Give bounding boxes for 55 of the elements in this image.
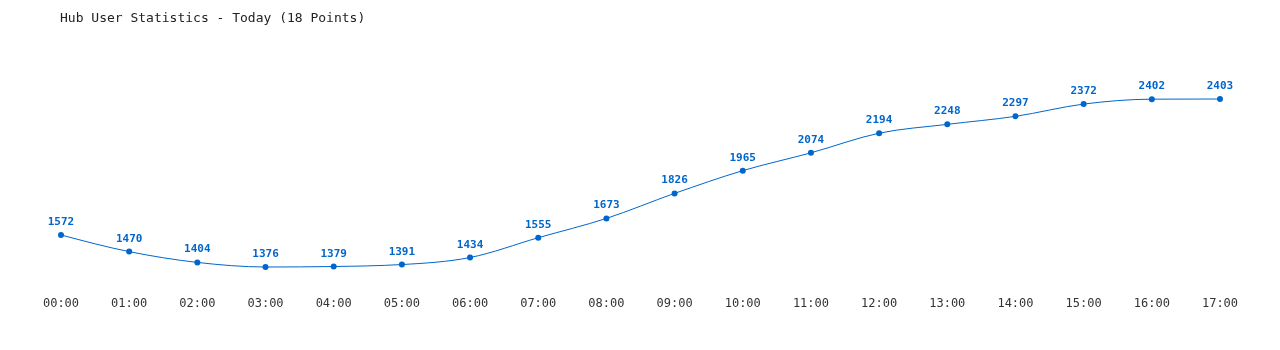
x-tick-label: 16:00 <box>1133 296 1170 310</box>
point <box>1217 96 1223 102</box>
data-label: 2074 <box>797 132 825 146</box>
x-tick-label: 11:00 <box>792 296 829 310</box>
point <box>944 121 951 128</box>
data-label: 1826 <box>661 173 689 187</box>
x-tick-label: 05:00 <box>383 296 420 310</box>
x-tick-label: 09:00 <box>656 296 693 310</box>
data-label: 1434 <box>456 237 484 251</box>
x-tick-label: 15:00 <box>1065 296 1102 310</box>
point <box>194 259 201 266</box>
x-tick-label: 10:00 <box>724 296 761 310</box>
point <box>1080 101 1087 108</box>
x-tick-label: 12:00 <box>861 296 898 310</box>
x-tick-label: 01:00 <box>111 296 148 310</box>
x-tick-label: 13:00 <box>929 296 966 310</box>
x-tick-label: 04:00 <box>315 296 352 310</box>
data-label: 2372 <box>1070 84 1097 98</box>
x-tick-label: 03:00 <box>247 296 284 310</box>
data-label: 2402 <box>1138 79 1166 93</box>
chart-title: Hub User Statistics - Today (18 Points) <box>60 10 366 25</box>
data-label: 2194 <box>865 113 893 127</box>
x-tick-label: 17:00 <box>1201 296 1239 310</box>
point <box>58 231 64 238</box>
point <box>535 234 542 241</box>
data-label: 2403 <box>1206 79 1234 92</box>
point <box>1148 96 1155 103</box>
data-label: 1965 <box>729 150 757 164</box>
x-tick-label: 14:00 <box>997 296 1034 310</box>
data-label: 1376 <box>252 247 280 260</box>
point <box>876 130 883 137</box>
data-label: 1404 <box>184 242 211 256</box>
x-tick-label: 02:00 <box>179 296 216 310</box>
data-label: 1379 <box>320 246 347 260</box>
x-tick-label: 06:00 <box>452 296 489 310</box>
x-tick-label: 08:00 <box>588 296 625 310</box>
point <box>262 264 269 270</box>
point <box>1012 113 1019 120</box>
data-label: 2297 <box>1002 96 1029 110</box>
data-label: 1470 <box>115 231 143 245</box>
point <box>807 149 814 156</box>
point <box>467 254 474 261</box>
point <box>671 190 678 197</box>
x-tick-label: 07:00 <box>520 296 557 310</box>
point <box>603 215 610 222</box>
point <box>330 263 337 270</box>
x-tick-label: 00:00 <box>42 296 80 310</box>
point <box>126 248 133 255</box>
data-label: 1391 <box>388 244 416 258</box>
point <box>398 261 405 268</box>
data-label: 1572 <box>47 214 75 228</box>
point <box>739 167 746 174</box>
data-label: 2248 <box>934 104 961 118</box>
data-label: 1673 <box>593 198 620 212</box>
data-label: 1555 <box>524 217 552 231</box>
